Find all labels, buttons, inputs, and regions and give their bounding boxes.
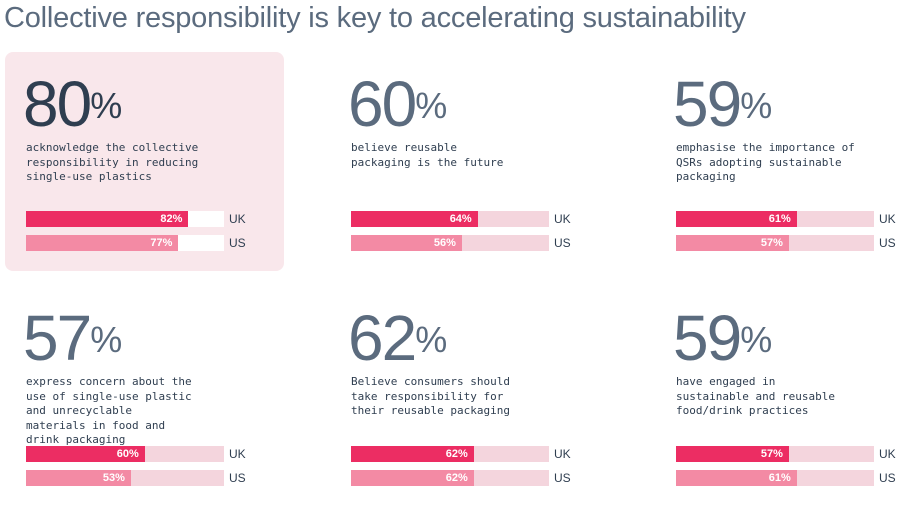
stat-card: 57% express concern about the use of sin… xyxy=(23,302,286,506)
us-bar-fill: 61% xyxy=(676,470,797,486)
uk-label: UK xyxy=(229,447,246,461)
uk-bar: 82% xyxy=(26,211,224,227)
stat-description: Believe consumers should take responsibi… xyxy=(351,375,510,417)
stat-description: acknowledge the collective responsibilit… xyxy=(26,141,199,183)
stat-value: 59% xyxy=(673,302,773,374)
us-bar-fill: 77% xyxy=(26,235,179,251)
stat-card: 59% have engaged in sustainable and reus… xyxy=(673,302,900,506)
us-label: US xyxy=(879,471,896,485)
us-label: US xyxy=(554,471,571,485)
uk-bar: 64% xyxy=(351,211,549,227)
us-bar: 57% xyxy=(676,235,874,251)
uk-label: UK xyxy=(879,212,896,226)
stat-description: express concern about the use of single-… xyxy=(26,375,192,446)
us-bar-fill: 57% xyxy=(676,235,789,251)
uk-bar-fill: 61% xyxy=(676,211,797,227)
uk-label: UK xyxy=(879,447,896,461)
stat-card: 59% emphasise the importance of QSRs ado… xyxy=(673,68,900,272)
us-label: US xyxy=(879,236,896,250)
uk-bar: 61% xyxy=(676,211,874,227)
uk-label: UK xyxy=(554,212,571,226)
stat-description: have engaged in sustainable and reusable… xyxy=(676,375,835,417)
stat-value: 80% xyxy=(23,68,123,140)
uk-bar-fill: 62% xyxy=(351,446,474,462)
highlight-card-background xyxy=(5,52,284,271)
uk-bar-fill: 60% xyxy=(26,446,145,462)
stat-value: 60% xyxy=(348,68,448,140)
stat-card: 60% believe reusable packaging is the fu… xyxy=(348,68,611,272)
uk-label: UK xyxy=(229,212,246,226)
stat-card: 62% Believe consumers should take respon… xyxy=(348,302,611,506)
stat-card: 80% acknowledge the collective responsib… xyxy=(23,68,286,272)
uk-bar: 60% xyxy=(26,446,224,462)
us-bar: 61% xyxy=(676,470,874,486)
stat-value: 57% xyxy=(23,302,123,374)
us-label: US xyxy=(229,236,246,250)
us-bar-fill: 56% xyxy=(351,235,462,251)
us-bar: 62% xyxy=(351,470,549,486)
us-bar-fill: 62% xyxy=(351,470,474,486)
stat-description: emphasise the importance of QSRs adoptin… xyxy=(676,141,855,183)
us-label: US xyxy=(229,471,246,485)
uk-bar-fill: 82% xyxy=(26,211,189,227)
uk-bar: 62% xyxy=(351,446,549,462)
us-bar: 77% xyxy=(26,235,224,251)
stat-value: 59% xyxy=(673,68,773,140)
uk-bar: 57% xyxy=(676,446,874,462)
uk-label: UK xyxy=(554,447,571,461)
uk-bar-fill: 57% xyxy=(676,446,789,462)
us-label: US xyxy=(554,236,571,250)
page-title: Collective responsibility is key to acce… xyxy=(4,2,746,34)
us-bar: 53% xyxy=(26,470,224,486)
us-bar-fill: 53% xyxy=(26,470,131,486)
us-bar: 56% xyxy=(351,235,549,251)
uk-bar-fill: 64% xyxy=(351,211,478,227)
stat-value: 62% xyxy=(348,302,448,374)
stat-description: believe reusable packaging is the future xyxy=(351,141,504,169)
